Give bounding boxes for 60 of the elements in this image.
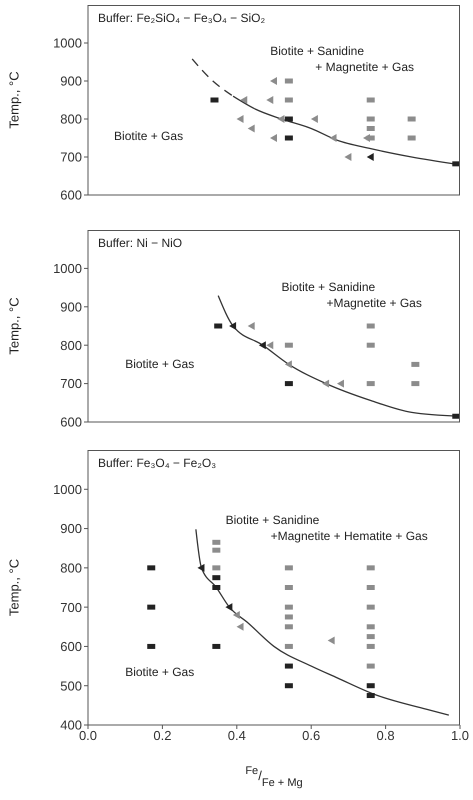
x-tick-label: 0.2: [153, 728, 172, 744]
y-tick-label: 500: [60, 678, 82, 694]
point: [248, 124, 255, 132]
y-tick-label: 700: [60, 150, 82, 165]
y-axis-title: Temp., °C: [6, 297, 22, 355]
y-tick-label: 1000: [53, 261, 82, 276]
y-tick-label: 700: [60, 600, 82, 615]
point: [229, 322, 236, 330]
text: Buffer: Fe₂SiO₄ − Fe₃O₄ − SiO₂: [98, 11, 266, 25]
y-tick-label: 800: [60, 112, 82, 127]
point: [328, 636, 335, 645]
x-tick-label: 1.0: [450, 728, 470, 744]
y-axis-title: Temp., °C: [6, 558, 22, 616]
x-axis-title: $^{Fe}$/$_{Fe + Mg}$: [245, 765, 303, 789]
point: [284, 360, 292, 368]
text: Buffer: Fe₃O₄ − Fe₂O₃: [98, 456, 216, 470]
point: [310, 115, 318, 123]
y-tick-label: 600: [60, 188, 82, 203]
line-series: [195, 528, 450, 716]
point: [266, 341, 274, 350]
y-tick-label: 1000: [53, 482, 82, 497]
y-tick-label: 700: [60, 376, 82, 392]
point: [344, 153, 352, 161]
point: [232, 611, 240, 619]
y-tick-label: 800: [60, 560, 82, 576]
annotation: Biotite + Sanidine +Magnetite + Gas: [281, 278, 422, 311]
y-tick-label: 1000: [53, 36, 82, 51]
annotation: Biotite + Sanidine + Magnetite + Gas: [270, 43, 414, 76]
annotation: Biotite + Gas: [125, 356, 194, 372]
point: [248, 322, 255, 330]
point: [336, 380, 344, 388]
point: [236, 115, 244, 123]
point: [366, 153, 374, 161]
y-axis-title: Temp., °C: [6, 71, 22, 129]
y-tick-label: 900: [60, 74, 82, 89]
point: [240, 96, 248, 104]
point: [330, 134, 337, 142]
point: [266, 96, 274, 104]
annotation: Biotite + Gas: [125, 664, 194, 680]
point: [270, 134, 277, 142]
x-tick-label: 0.4: [228, 728, 246, 744]
x-tick-label: 0.6: [302, 728, 320, 744]
y-tick-label: 900: [60, 521, 82, 536]
point: [277, 115, 284, 123]
point: [197, 564, 204, 572]
x-tick-label: 0.8: [376, 728, 395, 744]
point: [270, 77, 277, 85]
y-tick-label: 900: [60, 299, 82, 314]
y-tick-label: 800: [60, 338, 82, 353]
point: [322, 380, 330, 388]
x-tick-label: 0.0: [78, 728, 98, 744]
annotation: Biotite + Sanidine +Magnetite + Hematite + Gas: [226, 512, 428, 544]
point: [258, 341, 266, 350]
text: Buffer: Ni − NiO: [98, 236, 182, 250]
y-tick-label: 600: [60, 639, 82, 654]
y-tick-label: 600: [60, 414, 82, 430]
point: [363, 134, 370, 142]
point: [225, 603, 232, 612]
point: [236, 622, 244, 631]
annotation: Biotite + Gas: [114, 128, 184, 144]
